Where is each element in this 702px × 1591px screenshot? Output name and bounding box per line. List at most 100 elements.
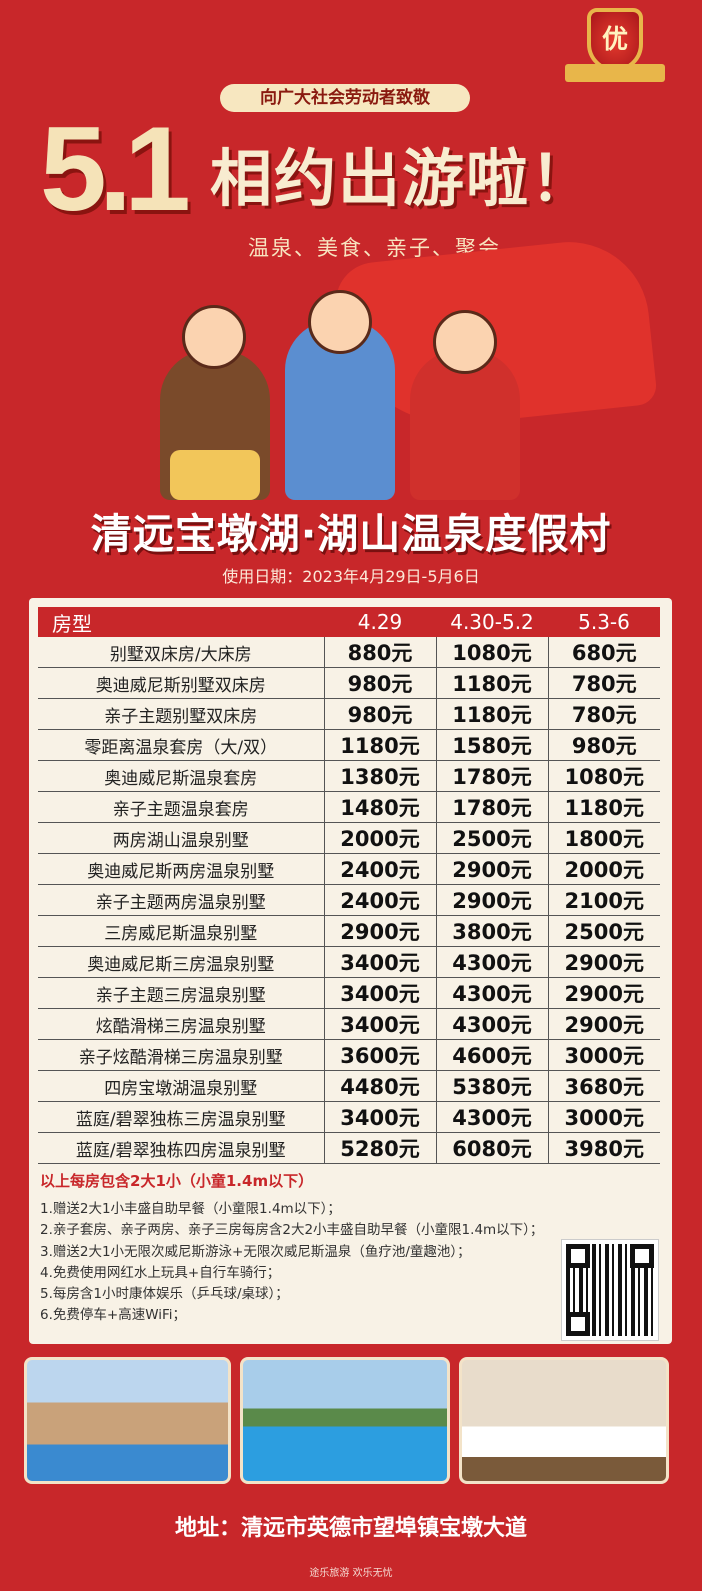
room-type-cell: 亲子主题温泉套房 (38, 791, 324, 823)
slogan: 途乐旅游 欢乐无忧 (309, 1568, 393, 1579)
usage-dates: 使用日期：2023年4月29日-5月6日 (222, 567, 480, 586)
room-type-cell: 蓝庭/碧翠独栋三房温泉别墅 (38, 1101, 324, 1133)
salute-banner: 向广大社会劳动者致敬 (220, 84, 470, 112)
price-cell: 1180元 (435, 698, 548, 730)
room-type-cell: 两房湖山温泉别墅 (38, 822, 324, 854)
table-row: 亲子主题三房温泉别墅 3400元 4300元 2900元 (38, 977, 660, 1009)
price-cell: 5380元 (435, 1070, 548, 1102)
price-cell: 1580元 (435, 729, 548, 761)
price-cell: 1180元 (435, 667, 548, 699)
villa-photo (24, 1357, 231, 1484)
table-row: 两房湖山温泉别墅 2000元 2500元 1800元 (38, 822, 660, 854)
room-type-cell: 三房威尼斯温泉别墅 (38, 915, 324, 947)
note-item: 4.免费使用网红水上玩具+自行车骑行； (40, 1264, 281, 1281)
price-cell: 4600元 (435, 1039, 548, 1071)
price-cell: 3980元 (547, 1132, 660, 1164)
room-type-cell: 亲子主题三房温泉别墅 (38, 977, 324, 1009)
price-cell: 2900元 (547, 1008, 660, 1040)
table-row: 蓝庭/碧翠独栋三房温泉别墅 3400元 4300元 3000元 (38, 1101, 660, 1133)
room-type-cell: 四房宝墩湖温泉别墅 (38, 1070, 324, 1102)
price-cell: 1080元 (547, 760, 660, 792)
price-cell: 1380元 (323, 760, 436, 792)
price-cell: 780元 (547, 698, 660, 730)
price-cell: 2500元 (547, 915, 660, 947)
price-cell: 5280元 (323, 1132, 436, 1164)
price-table: 房型 4.29 4.30-5.2 5.3-6 别墅双床房/大床房 880元 1080元 68… (38, 607, 660, 1164)
qr-code[interactable] (561, 1239, 659, 1341)
table-row: 零距离温泉套房（大/双） 1180元 1580元 980元 (38, 729, 660, 761)
table-row: 蓝庭/碧翠独栋四房温泉别墅 5280元 6080元 3980元 (38, 1132, 660, 1164)
table-row: 别墅双床房/大床房 880元 1080元 680元 (38, 637, 660, 668)
room-type-cell: 零距离温泉套房（大/双） (38, 729, 324, 761)
room-photo (459, 1357, 669, 1484)
column-header: 房型 (38, 607, 324, 637)
room-type-cell: 蓝庭/碧翠独栋四房温泉别墅 (38, 1132, 324, 1164)
table-header: 房型 4.29 4.30-5.2 5.3-6 (38, 607, 660, 637)
price-cell: 1180元 (323, 729, 436, 761)
resort-name: 清远宝墩湖·湖山温泉度假村 (90, 510, 612, 558)
price-cell: 6080元 (435, 1132, 548, 1164)
table-row: 亲子主题别墅双床房 980元 1180元 780元 (38, 698, 660, 730)
table-row: 奥迪威尼斯三房温泉别墅 3400元 4300元 2900元 (38, 946, 660, 978)
price-cell: 980元 (547, 729, 660, 761)
price-cell: 2400元 (323, 884, 436, 916)
price-cell: 3800元 (435, 915, 548, 947)
table-row: 三房威尼斯温泉别墅 2900元 3800元 2500元 (38, 915, 660, 947)
table-row: 奥迪威尼斯别墅双床房 980元 1180元 780元 (38, 667, 660, 699)
price-cell: 3400元 (323, 946, 436, 978)
price-cell: 2400元 (323, 853, 436, 885)
room-type-cell: 奥迪威尼斯两房温泉别墅 (38, 853, 324, 885)
table-row: 四房宝墩湖温泉别墅 4480元 5380元 3680元 (38, 1070, 660, 1102)
price-cell: 4300元 (435, 946, 548, 978)
note-item: 5.每房含1小时康体娱乐（乒乓球/桌球）； (40, 1286, 289, 1303)
price-cell: 4300元 (435, 1008, 548, 1040)
room-type-cell: 炫酷滑梯三房温泉别墅 (38, 1008, 324, 1040)
room-type-cell: 奥迪威尼斯温泉套房 (38, 760, 324, 792)
table-row: 奥迪威尼斯温泉套房 1380元 1780元 1080元 (38, 760, 660, 792)
note-item: 2.亲子套房、亲子两房、亲子三房每房含2大2小丰盛自助早餐（小童限1.4m以下）… (40, 1222, 544, 1239)
price-cell: 2900元 (435, 884, 548, 916)
price-cell: 1480元 (323, 791, 436, 823)
price-cell: 3680元 (547, 1070, 660, 1102)
price-cell: 980元 (323, 698, 436, 730)
price-cell: 3000元 (547, 1039, 660, 1071)
price-cell: 880元 (323, 637, 436, 668)
price-cell: 3000元 (547, 1101, 660, 1133)
price-cell: 2900元 (547, 977, 660, 1009)
price-cell: 4480元 (323, 1070, 436, 1102)
room-type-cell: 奥迪威尼斯三房温泉别墅 (38, 946, 324, 978)
price-cell: 2000元 (323, 822, 436, 854)
table-row: 奥迪威尼斯两房温泉别墅 2400元 2900元 2000元 (38, 853, 660, 885)
excellence-badge: 优 (565, 8, 665, 88)
note-item: 3.赠送2大1小无限次威尼斯游泳+无限次威尼斯温泉（鱼疗池/童趣池）； (40, 1243, 471, 1260)
price-cell: 2000元 (547, 853, 660, 885)
table-row: 炫酷滑梯三房温泉别墅 3400元 4300元 2900元 (38, 1008, 660, 1040)
price-cell: 4300元 (435, 1101, 548, 1133)
notes-heading: 以上每房包含2大1小（小童1.4m以下） (40, 1172, 314, 1190)
table-row: 亲子主题两房温泉别墅 2400元 2900元 2100元 (38, 884, 660, 916)
price-cell: 3600元 (323, 1039, 436, 1071)
room-type-cell: 亲子主题两房温泉别墅 (38, 884, 324, 916)
price-cell: 1780元 (435, 760, 548, 792)
address: 地址：清远市英德市望埠镇宝墩大道 (174, 1515, 527, 1541)
price-cell: 2900元 (323, 915, 436, 947)
note-item: 6.免费停车+高速WiFi； (40, 1307, 187, 1324)
price-cell: 2900元 (547, 946, 660, 978)
big-number: 5.1 (40, 102, 191, 236)
price-cell: 1080元 (435, 637, 548, 668)
price-cell: 3400元 (323, 1008, 436, 1040)
price-cell: 2900元 (435, 853, 548, 885)
price-cell: 1180元 (547, 791, 660, 823)
badge-label: 优 (587, 8, 643, 72)
price-cell: 3400元 (323, 977, 436, 1009)
price-cell: 4300元 (435, 977, 548, 1009)
price-cell: 680元 (547, 637, 660, 668)
price-cell: 1800元 (547, 822, 660, 854)
ribbon-icon (565, 64, 665, 82)
price-cell: 780元 (547, 667, 660, 699)
price-cell: 3400元 (323, 1101, 436, 1133)
column-header: 4.30-5.2 (436, 607, 548, 637)
headline: 相约出游啦！ (210, 142, 595, 215)
price-cell: 2500元 (435, 822, 548, 854)
price-cell: 980元 (323, 667, 436, 699)
